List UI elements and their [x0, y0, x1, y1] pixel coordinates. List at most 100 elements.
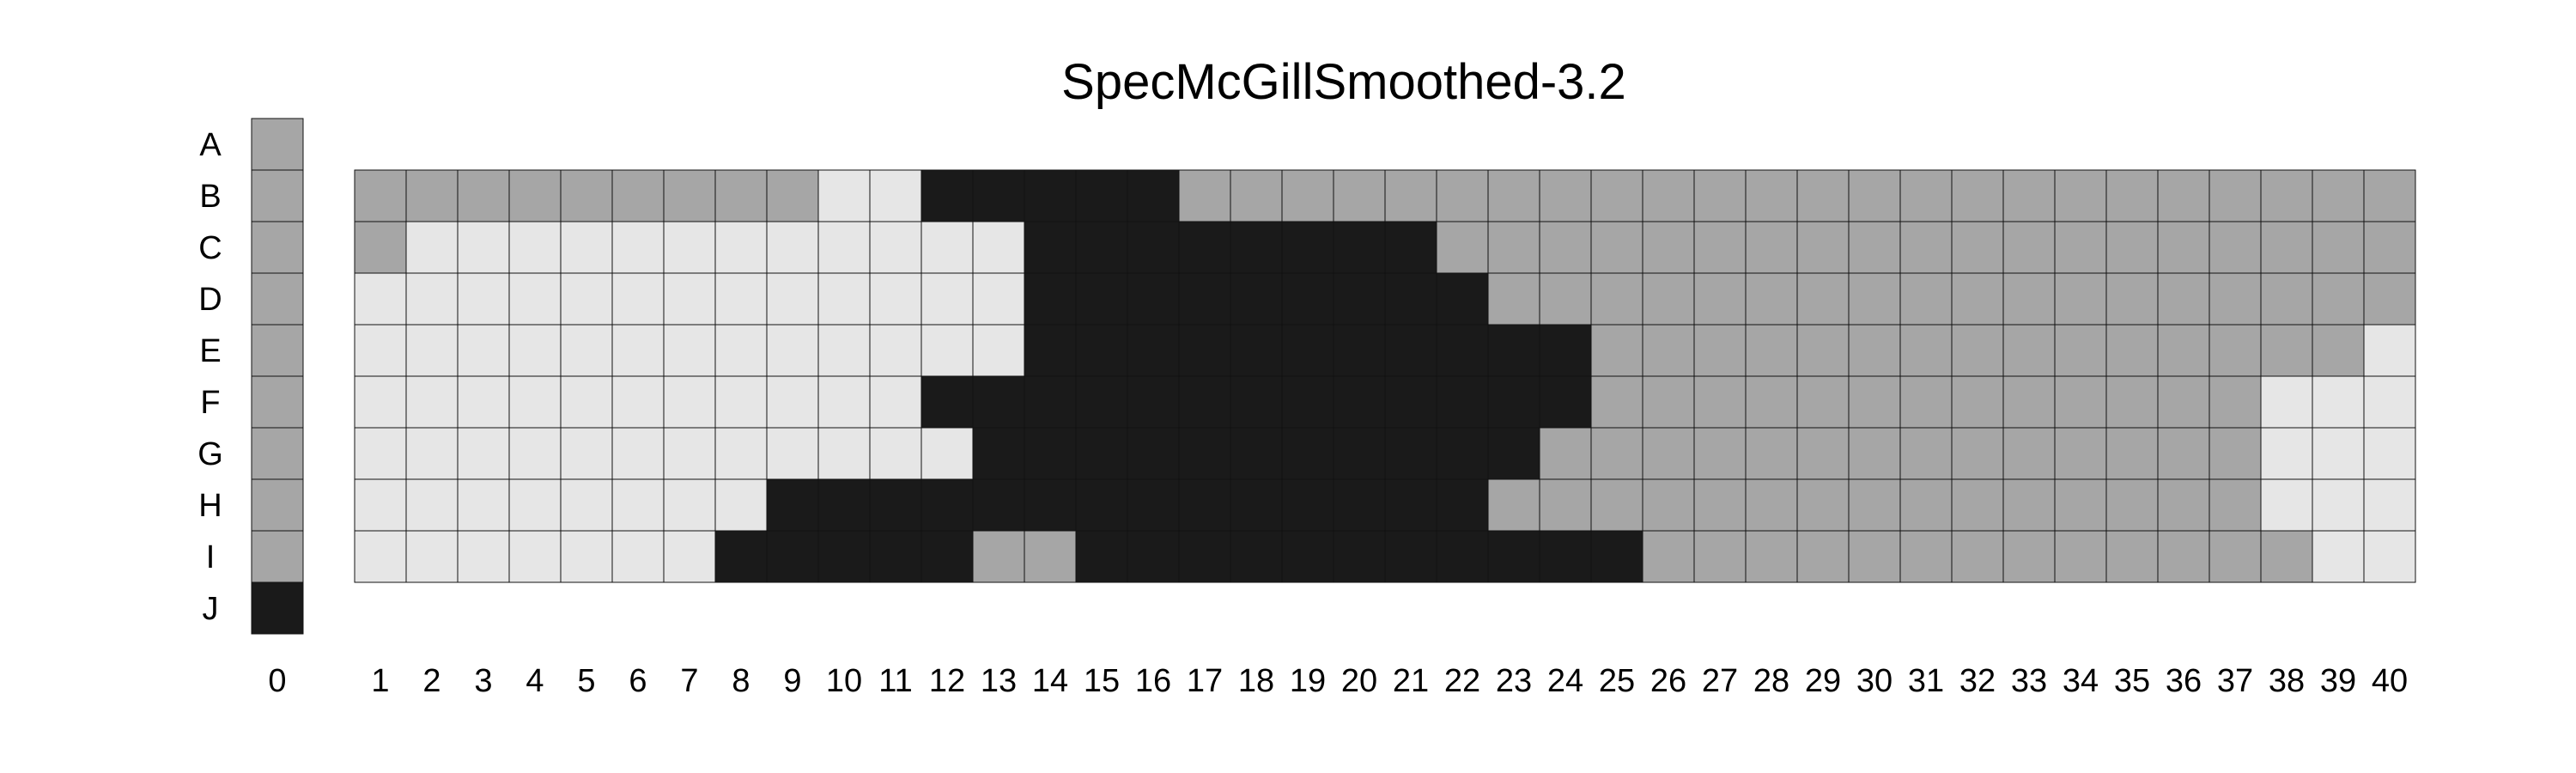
cell-d-22 — [1436, 272, 1489, 326]
cell-i-3 — [457, 530, 510, 583]
cell-e-11 — [869, 324, 922, 377]
cell-h-2 — [405, 478, 459, 532]
cell-e-26 — [1642, 324, 1695, 377]
cell-c-27 — [1693, 221, 1747, 274]
col-label-0: 0 — [268, 663, 286, 699]
cell-f-20 — [1333, 375, 1386, 429]
cell-h-34 — [2054, 478, 2107, 532]
cell-b-38 — [2260, 169, 2313, 222]
cell-e-2 — [405, 324, 459, 377]
cell-d-31 — [1899, 272, 1953, 326]
cell-f-26 — [1642, 375, 1695, 429]
cell-b-40 — [2363, 169, 2416, 222]
cell-f-12 — [920, 375, 974, 429]
cell-h-23 — [1487, 478, 1540, 532]
cell-g-10 — [817, 427, 871, 480]
cell-b-30 — [1848, 169, 1901, 222]
col-label-36: 36 — [2166, 663, 2202, 699]
cell-b-19 — [1281, 169, 1334, 222]
cell-g-39 — [2312, 427, 2365, 480]
cell-h-21 — [1384, 478, 1437, 532]
cell-h-13 — [972, 478, 1025, 532]
cell-d-3 — [457, 272, 510, 326]
cell-g-6 — [611, 427, 665, 480]
cell-i-24 — [1539, 530, 1592, 583]
col-label-34: 34 — [2063, 663, 2099, 699]
cell-g-25 — [1590, 427, 1643, 480]
cell-g-31 — [1899, 427, 1953, 480]
cell-i-1 — [354, 530, 407, 583]
cell-d-28 — [1745, 272, 1798, 326]
col-label-23: 23 — [1496, 663, 1532, 699]
cell-b-2 — [405, 169, 459, 222]
ref-cell-h — [251, 478, 304, 532]
cell-e-16 — [1127, 324, 1180, 377]
matrix-cells — [354, 169, 2416, 583]
cell-i-9 — [766, 530, 819, 583]
col-label-24: 24 — [1547, 663, 1583, 699]
cell-c-28 — [1745, 221, 1798, 274]
cell-h-4 — [508, 478, 562, 532]
cell-i-28 — [1745, 530, 1798, 583]
cell-g-12 — [920, 427, 974, 480]
cell-h-17 — [1178, 478, 1231, 532]
col-label-32: 32 — [1959, 663, 1996, 699]
cell-h-8 — [714, 478, 768, 532]
cell-b-14 — [1024, 169, 1077, 222]
cell-c-2 — [405, 221, 459, 274]
col-label-4: 4 — [526, 663, 544, 699]
cell-h-19 — [1281, 478, 1334, 532]
cell-b-23 — [1487, 169, 1540, 222]
col-label-20: 20 — [1341, 663, 1377, 699]
cell-f-15 — [1075, 375, 1128, 429]
cell-e-40 — [2363, 324, 2416, 377]
cell-c-40 — [2363, 221, 2416, 274]
cell-g-26 — [1642, 427, 1695, 480]
chart-title: SpecMcGillSmoothed-3.2 — [1061, 54, 1626, 110]
cell-e-29 — [1796, 324, 1850, 377]
reference-column — [251, 118, 304, 635]
cell-c-30 — [1848, 221, 1901, 274]
cell-i-12 — [920, 530, 974, 583]
cell-d-38 — [2260, 272, 2313, 326]
cell-i-23 — [1487, 530, 1540, 583]
cell-h-7 — [663, 478, 716, 532]
cell-b-8 — [714, 169, 768, 222]
cell-h-33 — [2002, 478, 2056, 532]
col-label-21: 21 — [1393, 663, 1429, 699]
cell-e-12 — [920, 324, 974, 377]
cell-g-4 — [508, 427, 562, 480]
cell-i-38 — [2260, 530, 2313, 583]
col-label-38: 38 — [2269, 663, 2305, 699]
cell-i-15 — [1075, 530, 1128, 583]
cell-f-36 — [2157, 375, 2210, 429]
cell-i-20 — [1333, 530, 1386, 583]
cell-g-20 — [1333, 427, 1386, 480]
cell-e-22 — [1436, 324, 1489, 377]
cell-c-3 — [457, 221, 510, 274]
cell-d-9 — [766, 272, 819, 326]
cell-i-10 — [817, 530, 871, 583]
cell-e-24 — [1539, 324, 1592, 377]
cell-e-8 — [714, 324, 768, 377]
cell-g-22 — [1436, 427, 1489, 480]
cell-e-3 — [457, 324, 510, 377]
cell-b-28 — [1745, 169, 1798, 222]
cell-i-34 — [2054, 530, 2107, 583]
cell-h-36 — [2157, 478, 2210, 532]
row-label-j: J — [203, 591, 219, 627]
cell-f-7 — [663, 375, 716, 429]
cell-h-11 — [869, 478, 922, 532]
cell-g-7 — [663, 427, 716, 480]
cell-b-4 — [508, 169, 562, 222]
cell-f-37 — [2208, 375, 2262, 429]
cell-d-15 — [1075, 272, 1128, 326]
cell-i-32 — [1951, 530, 2004, 583]
cell-i-35 — [2105, 530, 2159, 583]
cell-d-19 — [1281, 272, 1334, 326]
col-label-7: 7 — [680, 663, 698, 699]
cell-i-33 — [2002, 530, 2056, 583]
column-labels: 0 1 2 3 4 5 6 7 8 9 10 11 12 13 14 15 16 17 18 19 20 21 22 23 24… — [268, 663, 2408, 699]
cell-d-10 — [817, 272, 871, 326]
cell-e-10 — [817, 324, 871, 377]
